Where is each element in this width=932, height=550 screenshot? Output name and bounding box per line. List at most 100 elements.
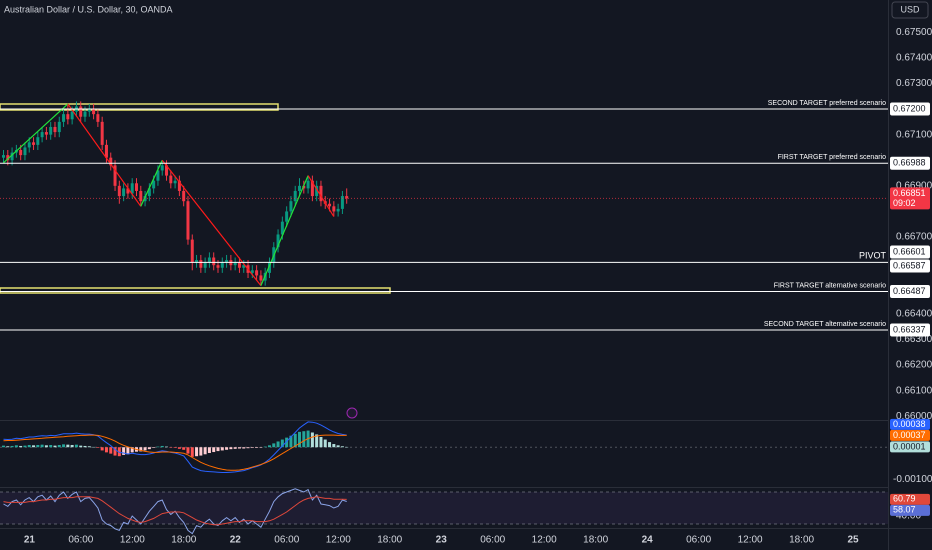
candle-body <box>199 260 203 268</box>
candle-body <box>53 126 57 133</box>
histogram-bar <box>246 447 250 449</box>
histogram-bar <box>92 446 96 448</box>
candle-body <box>212 257 216 266</box>
histogram-bar <box>280 439 284 448</box>
candle-body <box>242 265 246 268</box>
histogram-bar <box>216 447 220 452</box>
price-tag <box>890 441 930 453</box>
histogram-bar <box>19 445 23 448</box>
x-tick-label: 12:00 <box>738 535 763 546</box>
x-tick-label: 23 <box>436 535 448 546</box>
level-label: SECOND TARGET alternative scenario <box>764 321 886 328</box>
candle-body <box>267 262 271 273</box>
signal-line <box>3 434 347 471</box>
price-tag-label: 0.66487 <box>893 286 926 296</box>
candle-body <box>195 260 199 263</box>
candle-body <box>10 152 14 161</box>
histogram-bar <box>267 445 271 448</box>
price-tag-label: 0.66851 <box>893 188 926 198</box>
candle-body <box>36 137 40 145</box>
histogram-bar <box>49 444 53 448</box>
histogram-bar <box>345 446 349 448</box>
candle-body <box>147 188 151 197</box>
candle-body <box>100 121 104 145</box>
histogram-bar <box>173 447 177 448</box>
price-tag <box>890 259 930 273</box>
candle-body <box>19 150 23 156</box>
candle-body <box>345 196 349 199</box>
candle-body <box>276 234 280 248</box>
candle-body <box>203 262 207 268</box>
candle-body <box>122 188 126 197</box>
histogram-bar <box>96 447 100 448</box>
histogram-bar <box>143 447 147 451</box>
histogram-bar <box>276 441 280 448</box>
y-tick-label: 0.67400 <box>896 52 932 63</box>
histogram-bar <box>2 445 5 448</box>
histogram-bar <box>203 447 207 455</box>
x-tick-label: 12:00 <box>326 535 351 546</box>
candle-body <box>237 262 241 268</box>
candle-body <box>117 185 121 197</box>
candle-body <box>23 147 27 156</box>
x-tick-label: 12:00 <box>120 535 145 546</box>
histogram-bar <box>310 432 314 448</box>
candle-body <box>6 155 10 161</box>
histogram-bar <box>122 447 126 455</box>
histogram-bar <box>6 446 10 448</box>
y-tick-label: 0.67500 <box>896 27 932 38</box>
rsi-band <box>0 492 888 524</box>
histogram-bar <box>117 447 121 457</box>
event-icon[interactable] <box>346 407 358 419</box>
zigzag <box>3 103 69 164</box>
rsi-ma-line <box>3 496 347 526</box>
candle-body <box>298 185 302 191</box>
histogram-bar <box>242 447 246 449</box>
y-tick-label: 0.67100 <box>896 129 932 140</box>
histogram-bar <box>186 447 190 454</box>
histogram-bar <box>126 447 130 455</box>
histogram-bar <box>336 445 340 448</box>
price-tag <box>890 245 930 259</box>
histogram-bar <box>74 444 78 448</box>
zigzag <box>161 159 262 287</box>
price-tag <box>890 156 930 170</box>
candle-body <box>96 114 100 122</box>
histogram-bar <box>27 444 31 448</box>
histogram-bar <box>285 437 289 448</box>
y-tick-label: -0.00100 <box>893 474 932 485</box>
candle-body <box>87 109 91 112</box>
histogram-bar <box>263 446 267 448</box>
candle-body <box>152 180 156 189</box>
candle-body <box>134 183 138 191</box>
currency-label[interactable]: USD <box>900 4 920 14</box>
histogram-bar <box>32 445 36 448</box>
histogram-bar <box>340 446 344 448</box>
x-tick-label: 22 <box>230 535 242 546</box>
y-tick-label: 0.66700 <box>896 232 932 243</box>
histogram-bar <box>177 447 181 449</box>
candle-body <box>255 270 259 276</box>
candle-body <box>336 208 340 212</box>
histogram-bar <box>323 439 327 448</box>
histogram-bar <box>160 445 164 448</box>
candle-body <box>113 165 117 186</box>
histogram-bar <box>207 447 211 453</box>
histogram-bar <box>195 447 199 457</box>
histogram-bar <box>104 447 108 453</box>
histogram-bar <box>139 447 143 452</box>
candle-body <box>156 170 160 181</box>
candle-body <box>319 185 323 202</box>
candle-body <box>92 109 96 115</box>
histogram-bar <box>23 445 27 448</box>
histogram-bar <box>10 445 14 448</box>
histogram-bar <box>14 445 18 448</box>
histogram-bar <box>109 447 113 454</box>
currency-button[interactable] <box>891 1 929 19</box>
candle-body <box>250 270 254 273</box>
histogram-bar <box>79 445 83 448</box>
candle-body <box>216 265 220 268</box>
histogram-bar <box>53 445 57 448</box>
price-tag <box>890 429 930 441</box>
